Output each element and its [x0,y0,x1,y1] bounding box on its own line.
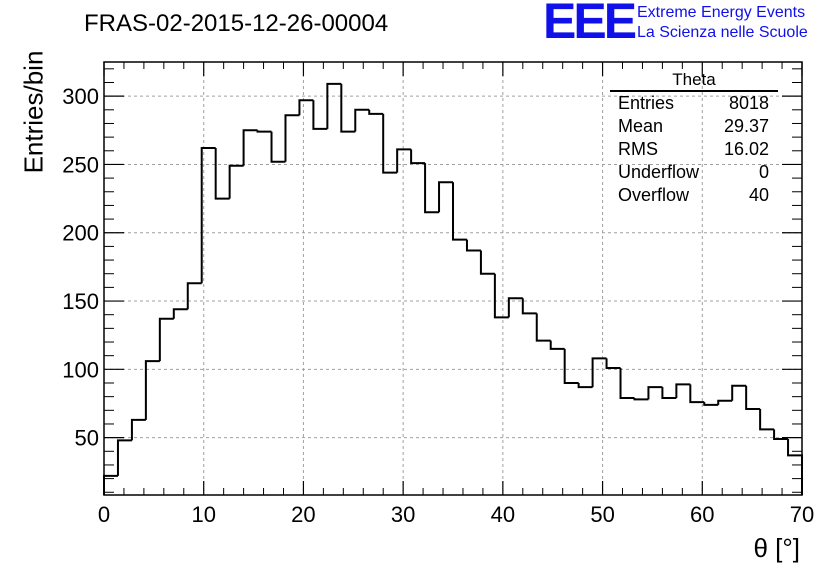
histogram-bin [438,181,453,213]
logo-line-2: La Scienza nelle Scuole [637,24,808,41]
plot-frame [103,61,803,496]
y-tick-label: 250 [62,152,99,177]
histogram-bin [200,147,216,284]
histogram-bin [703,402,719,406]
histogram-bin [186,282,202,310]
histogram-bin [452,182,467,241]
axis-ticks [103,62,803,495]
histogram-bin [507,297,523,318]
y-tick-label: 50 [75,426,99,451]
y-tick-label: 200 [62,221,99,246]
stats-label: RMS [618,139,658,159]
histogram-bin [368,109,384,115]
x-tick-label: 60 [690,502,714,527]
x-tick-label: 0 [98,502,110,527]
histogram-bin [479,250,495,275]
y-tick-label: 300 [62,84,99,109]
histogram-bin [759,408,775,431]
stats-row-underflow: Underflow 0 [610,161,778,184]
eee-logo: EEE [543,0,637,49]
histogram-bin [773,429,789,440]
x-tick-label: 50 [590,502,614,527]
histogram-bin [633,398,649,401]
x-tick-label: 30 [391,502,415,527]
histogram-bin [228,164,244,199]
stats-value: 0 [758,162,769,182]
stats-row-overflow: Overflow 40 [610,184,778,207]
histogram-bin [745,385,761,410]
stats-row-mean: Mean 29.37 [610,115,778,138]
y-tick-label: 100 [62,357,99,382]
y-tick-label: 150 [62,289,99,314]
histogram-bin [312,100,328,130]
x-tick-label: 40 [491,502,515,527]
histogram-bin [326,82,342,129]
histogram-bin [214,148,230,200]
histogram-bin [619,367,635,400]
histogram-bin [396,148,412,173]
stats-label: Entries [618,93,675,113]
histogram-bin [340,83,356,133]
histogram-bin [242,129,258,166]
tick-labels: 0 10 20 30 40 50 60 70 50 100 150 200 250 300 [62,84,814,527]
stats-row-entries: Entries 8018 [610,92,778,115]
stats-box: Theta Entries 8018 Mean 29.37 RMS 16.02 Und… [610,70,778,207]
histogram-bin [116,439,132,476]
histogram-bin [689,384,705,404]
stats-value: 16.02 [723,139,769,159]
x-tick-label: 20 [291,502,315,527]
y-axis-label: Entries/bin [18,50,49,174]
histogram-bin [731,384,747,401]
stats-value: 29.37 [723,116,769,136]
histogram-bin [465,239,481,252]
stats-label: Overflow [618,185,690,205]
histogram-bin [158,317,174,362]
histogram-bin [270,131,286,163]
histogram-bin [284,114,300,162]
histogram-bin [549,340,565,350]
stats-label: Underflow [618,162,700,182]
histogram-bin [354,108,370,132]
histogram-bin [787,438,803,495]
x-tick-label: 10 [191,502,215,527]
histogram-bin [717,399,733,405]
x-axis-label: θ [°] [753,533,800,563]
histogram-bin [130,418,146,441]
histogram-bin [675,383,691,399]
histogram-bin [563,348,579,384]
stats-value: 40 [748,185,769,205]
histogram-bin [577,382,593,389]
histogram-bin [144,360,160,420]
histogram-bin [647,386,663,400]
histogram-bin [410,149,426,165]
histogram-series [103,82,803,495]
stats-title: Theta [610,70,778,92]
x-tick-label: 70 [790,502,814,527]
histogram-bin [424,163,440,214]
histogram-bin [382,113,398,174]
stats-row-rms: RMS 16.02 [610,138,778,161]
stats-label: Mean [618,116,664,136]
histogram-bin [298,99,314,116]
chart-title: FRAS-02-2015-12-26-00004 [84,10,389,37]
histogram-bin [256,130,272,133]
histogram-bin [493,273,509,319]
histogram-bin [521,298,537,315]
histogram-bin [591,357,607,388]
logo-line-1: Extreme Energy Events [637,4,806,21]
stats-value: 8018 [728,93,769,113]
histogram-bin [172,308,188,319]
histogram-bin [535,313,551,342]
histogram-bin [605,358,621,369]
histogram-bin [661,387,677,400]
